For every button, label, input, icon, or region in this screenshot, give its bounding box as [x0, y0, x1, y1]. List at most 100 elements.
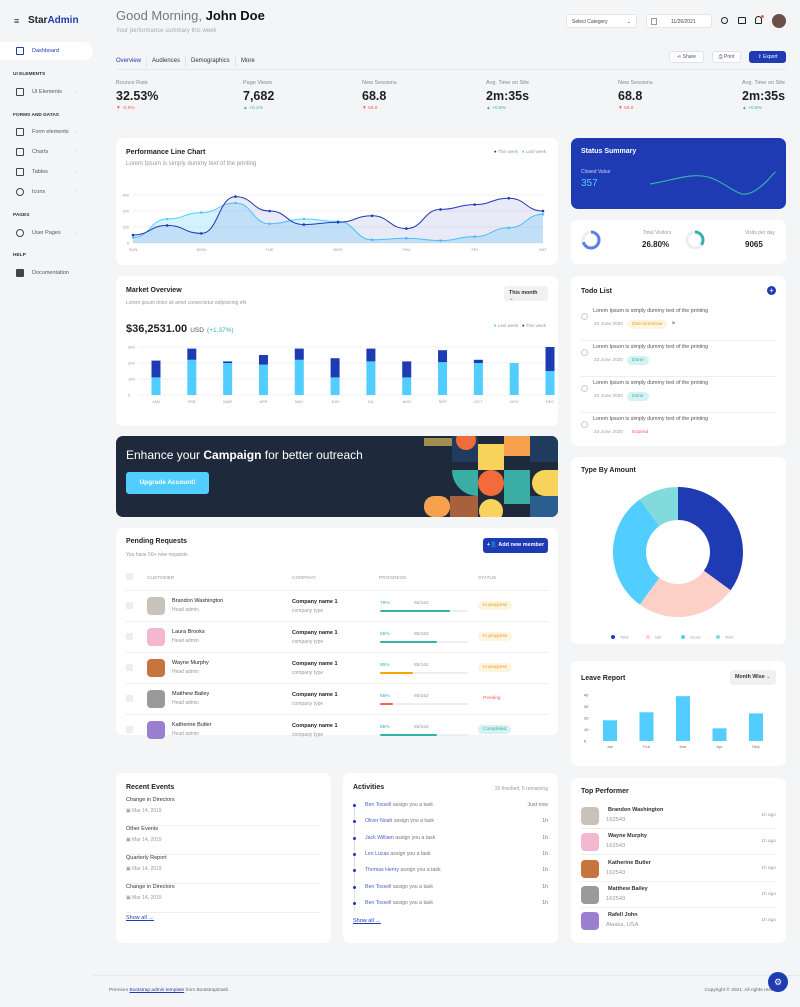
select-all-checkbox[interactable]	[126, 573, 133, 580]
stat-item: Avg. Time on Site 2m:35s ▲ +0.8%	[486, 80, 529, 111]
upgrade-account-button[interactable]: Upgrade Account!	[126, 472, 209, 494]
activity-user-link[interactable]: Jack William	[365, 834, 394, 841]
card-title: Recent Events	[126, 784, 175, 791]
x-tick-label: JUN	[331, 399, 339, 404]
event-item[interactable]: Change in Directors ▣ Mar 14, 2019	[126, 797, 320, 826]
dropdown-value: Month Wise	[735, 674, 765, 680]
card-title: Todo List	[581, 288, 612, 295]
progress-fill	[380, 610, 450, 612]
sidebar-item-icons[interactable]: Icons ›	[0, 183, 93, 201]
card-subtitle: You have 50+ new requests	[126, 552, 188, 558]
sidebar-item-user-pages[interactable]: User Pages ›	[0, 224, 93, 242]
search-icon[interactable]	[721, 17, 728, 24]
event-date: Mar 14, 2019	[132, 808, 162, 814]
change-percent: (+1.37%)	[207, 327, 234, 334]
tab-demographics[interactable]: Demographics	[186, 55, 236, 67]
event-item[interactable]: Change in Directors ▣ Mar 14, 2019	[126, 884, 320, 913]
share-button[interactable]: ⋖ Share	[669, 51, 704, 63]
leave-bar	[676, 696, 690, 741]
todo-checkbox[interactable]	[581, 349, 588, 356]
leave-bar	[603, 720, 617, 741]
activity-user-link[interactable]: Thomas Henry	[365, 867, 400, 874]
menu-toggle-icon[interactable]: ≡	[14, 16, 20, 26]
mail-icon[interactable]	[738, 17, 746, 24]
stat-label: Page Views	[243, 80, 272, 86]
legend-dot: ●	[521, 149, 525, 154]
arrow-down-icon: ▼	[362, 106, 367, 111]
footer-template-link[interactable]: Bootstrap admin template	[129, 988, 185, 993]
row-checkbox[interactable]	[126, 633, 133, 640]
stat-delta: ▼ -0.5%	[116, 106, 158, 111]
export-button[interactable]: ⇪ Export	[749, 51, 786, 63]
table-icon	[16, 168, 24, 176]
activity-user-link[interactable]: Leo Lucas	[365, 850, 389, 857]
todo-checkbox[interactable]	[581, 421, 588, 428]
bar-last-week	[294, 359, 304, 395]
avatar[interactable]	[772, 14, 786, 28]
performer-sub: 162543	[606, 895, 626, 902]
add-new-member-button[interactable]: +👤 Add new member	[483, 538, 548, 553]
data-point	[507, 196, 511, 200]
brand-logo[interactable]: StarAdmin	[28, 15, 79, 26]
show-all-link[interactable]: Show all →	[353, 918, 381, 924]
table-row: Matthew Bailey Head admin Company name 1…	[126, 683, 548, 714]
activity-user-link[interactable]: Ben Tossell	[365, 802, 392, 808]
data-point	[200, 232, 203, 235]
sidebar-item-tables[interactable]: Tables ›	[0, 163, 93, 181]
tab-more[interactable]: More	[241, 58, 255, 64]
section-pages: PAGES	[13, 213, 30, 218]
row-checkbox[interactable]	[126, 695, 133, 702]
activity-user-link[interactable]: Ben Tossell	[365, 899, 392, 906]
row-checkbox[interactable]	[126, 602, 133, 609]
stat-value: 2m:35s	[742, 89, 786, 103]
bar-last-week	[438, 362, 448, 395]
period-dropdown[interactable]: This month ⌄	[504, 286, 548, 302]
sidebar-item-dashboard[interactable]: Dashboard	[0, 42, 93, 60]
activity-user-link[interactable]: Oliver Noah	[365, 818, 393, 825]
x-tick-label: Jan	[607, 744, 613, 749]
bar-last-week	[258, 364, 268, 395]
user-icon	[16, 229, 24, 237]
settings-gear-button[interactable]: ⚙	[768, 972, 788, 992]
progress-bar	[380, 610, 468, 612]
activity-text: assign you a task	[393, 834, 436, 841]
performer-avatar	[581, 912, 599, 931]
sidebar-item-documentation[interactable]: Documentation	[0, 264, 93, 282]
bar-this-week	[151, 360, 161, 378]
sidebar-item-form-elements[interactable]: Form elements ›	[0, 123, 93, 141]
todo-checkbox[interactable]	[581, 385, 588, 392]
row-checkbox[interactable]	[126, 664, 133, 671]
activities-card: Activities 20 finished, 5 remaining Ben …	[343, 773, 558, 943]
performer-item: Rafell John Alaska, USA 1h ago	[581, 908, 776, 934]
data-point	[439, 239, 442, 242]
todo-checkbox[interactable]	[581, 313, 588, 320]
date-picker[interactable]: 11/26/2021	[646, 14, 712, 28]
activity-item: Thomas Henry assign you a task 1h	[353, 867, 548, 877]
add-todo-button[interactable]: +	[767, 286, 776, 295]
tab-audiences[interactable]: Audiences	[147, 55, 187, 67]
event-item[interactable]: Quarterly Report ▣ Mar 14, 2019	[126, 855, 320, 884]
arrow-right-icon: →	[375, 918, 381, 924]
visitors-card: Total Visitors 26.80% Visits per day 906…	[571, 220, 786, 264]
stat-label: New Sessions	[362, 80, 397, 86]
month-wise-dropdown[interactable]: Month Wise ⌄	[730, 670, 776, 685]
calendar-icon: ▣	[126, 866, 131, 872]
event-item[interactable]: Other Events ▣ Mar 14, 2019	[126, 826, 320, 855]
category-select[interactable]: Select Category ⌄	[566, 14, 637, 28]
sidebar-item-label: User Pages	[32, 230, 61, 236]
bell-icon[interactable]	[755, 16, 762, 24]
sidebar-item-charts[interactable]: Charts ›	[0, 143, 93, 161]
customer-avatar	[147, 721, 165, 739]
progress-percent: 79%	[380, 601, 390, 606]
print-button[interactable]: ⎙ Print	[712, 51, 741, 63]
leave-report-card: Leave Report Month Wise ⌄ 0 10 20 30 40 Jan Fe…	[571, 661, 786, 766]
activity-user-link[interactable]: Ben Tossell	[365, 883, 392, 890]
show-all-link[interactable]: Show all →	[126, 915, 154, 921]
legend-dot: ●	[521, 323, 525, 328]
progress-percent: 65%	[380, 663, 390, 668]
calendar-icon	[651, 18, 657, 25]
sidebar-item-ui-elements[interactable]: UI Elements ›	[0, 83, 93, 101]
row-checkbox[interactable]	[126, 726, 133, 733]
legend-label: Gross	[690, 635, 701, 640]
tab-overview[interactable]: Overview	[111, 55, 148, 67]
